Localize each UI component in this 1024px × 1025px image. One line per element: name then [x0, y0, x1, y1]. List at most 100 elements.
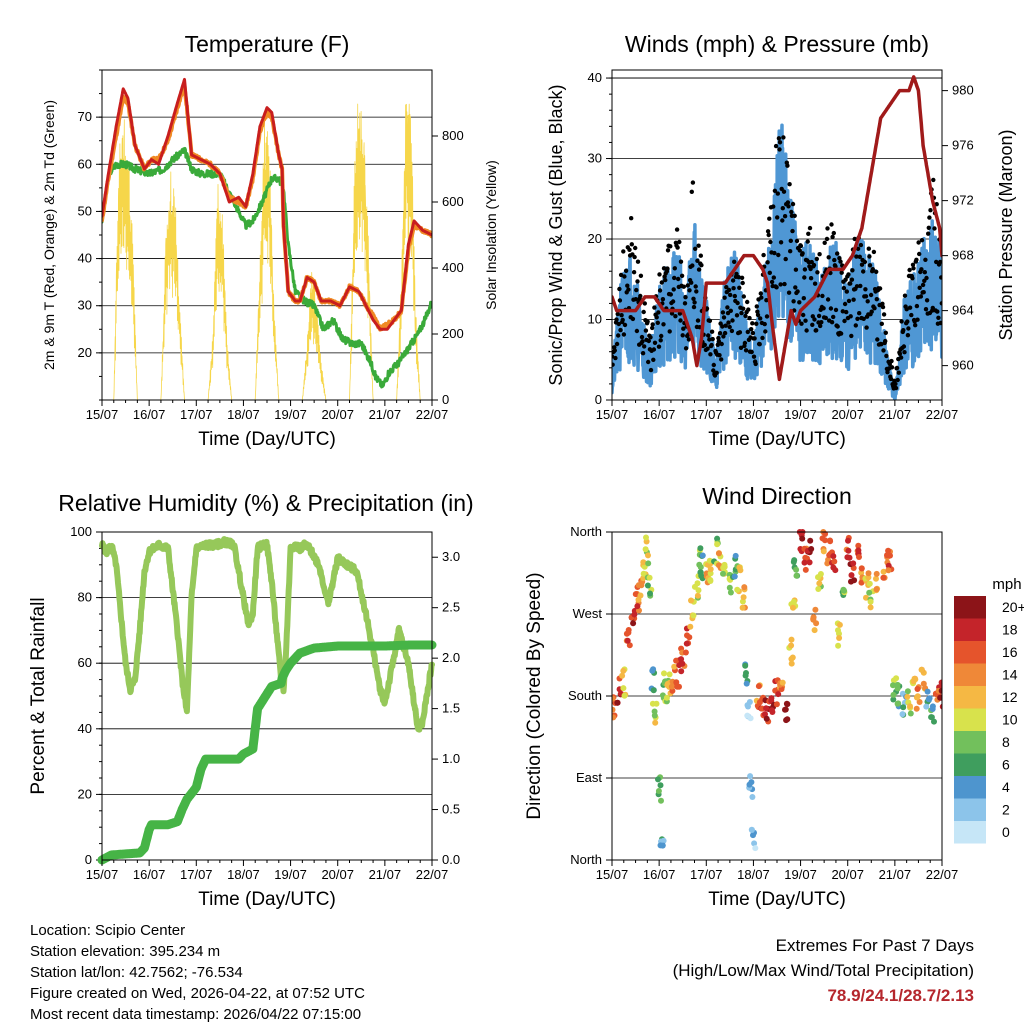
- gust-point: [812, 317, 817, 322]
- direction-point: [720, 570, 726, 577]
- gust-point: [708, 352, 713, 357]
- gust-point: [619, 313, 624, 318]
- direction-point: [806, 559, 813, 566]
- gust-point: [717, 331, 723, 336]
- dir-xtick-label: 19/07: [784, 867, 817, 882]
- gust-point: [776, 252, 781, 258]
- gust-point: [838, 331, 844, 336]
- gust-point: [639, 334, 645, 340]
- direction-point: [890, 691, 897, 698]
- precip-y2tick-label: 0.5: [442, 802, 460, 817]
- direction-ylabel: Direction (Colored By Speed): [524, 572, 545, 819]
- direction-point: [697, 564, 704, 571]
- direction-point: [894, 681, 901, 688]
- gust-point: [730, 318, 735, 323]
- gust-point: [880, 304, 886, 310]
- gust-point: [812, 281, 818, 286]
- gust-point: [865, 299, 870, 304]
- direction-point: [802, 566, 809, 573]
- gust-point: [863, 287, 868, 292]
- gust-point: [866, 246, 871, 251]
- gust-point: [778, 282, 783, 287]
- legend-label: 12: [1002, 689, 1018, 705]
- direction-point: [866, 580, 873, 587]
- legend-swatch: [954, 663, 986, 686]
- gust-point: [631, 270, 637, 275]
- gust-point: [811, 262, 817, 268]
- direction-point: [784, 716, 791, 723]
- gust-point: [690, 180, 696, 185]
- gust-point: [677, 239, 682, 245]
- gust-point: [775, 215, 780, 220]
- gust-point: [931, 177, 936, 183]
- gust-point: [629, 216, 634, 221]
- temperature-title: Temperature (F): [185, 31, 350, 57]
- gust-point: [814, 256, 819, 262]
- direction-point: [649, 700, 656, 707]
- direction-point: [624, 637, 631, 644]
- dir-xlabel: Time (Day/UTC): [708, 889, 846, 910]
- gust-point: [800, 251, 805, 256]
- gust-point: [880, 301, 885, 306]
- gust-point: [720, 310, 726, 315]
- gust-point: [726, 320, 731, 325]
- legend-swatch: [954, 753, 986, 776]
- gust-point: [617, 286, 622, 292]
- direction-title: Wind Direction: [702, 483, 852, 509]
- gust-point: [739, 275, 745, 280]
- gust-point: [867, 263, 873, 268]
- gust-point: [616, 333, 621, 338]
- dir-ytick-label: North: [570, 852, 602, 867]
- direction-point: [748, 779, 755, 786]
- gust-point: [785, 163, 790, 168]
- direction-point: [707, 570, 714, 577]
- direction-point: [913, 705, 920, 712]
- humidity-plot-area: [97, 536, 437, 865]
- direction-point: [739, 604, 746, 611]
- gust-point: [728, 292, 733, 298]
- gust-point: [720, 324, 725, 329]
- wind-ylabel: Sonic/Prop Wind & Gust (Blue, Black): [546, 84, 566, 385]
- rh-ytick-label: 80: [78, 590, 92, 605]
- direction-point: [788, 642, 795, 649]
- direction-point: [799, 535, 806, 542]
- wind-xtick-label: 20/07: [831, 407, 864, 422]
- gust-point: [898, 355, 904, 360]
- gust-point: [659, 333, 664, 339]
- gust-point: [869, 309, 874, 314]
- direction-point: [625, 629, 632, 636]
- direction-point: [846, 554, 853, 561]
- gust-point: [764, 298, 769, 303]
- dir-xtick-label: 16/07: [643, 867, 676, 882]
- direction-point: [621, 692, 628, 699]
- gust-point: [919, 267, 924, 272]
- direction-point: [751, 840, 758, 847]
- direction-point: [699, 552, 706, 559]
- gust-point: [911, 266, 916, 271]
- precip-y2tick-label: 2.0: [442, 650, 460, 665]
- gust-point: [670, 299, 676, 304]
- direction-point: [899, 711, 906, 718]
- humidity-precip-chart: 0 20 40 60 80 100 0.0 0.5 1.0 1.5 2.0 2.5 3.0 15/07 16…: [28, 490, 474, 910]
- gust-point: [780, 206, 785, 211]
- gust-point: [643, 328, 649, 333]
- direction-point: [816, 580, 823, 587]
- gust-point: [917, 251, 922, 257]
- gust-point: [725, 305, 730, 310]
- temp-xtick-label: 20/07: [321, 407, 354, 422]
- direction-point: [793, 572, 800, 579]
- gust-point: [695, 318, 701, 323]
- gust-point: [790, 201, 796, 207]
- rh-ytick-label: 60: [78, 655, 92, 670]
- direction-point: [885, 562, 892, 569]
- gust-point: [686, 337, 692, 342]
- gust-point: [825, 226, 830, 231]
- gust-point: [930, 305, 935, 311]
- gust-point: [633, 297, 638, 302]
- direction-point: [788, 636, 795, 643]
- gust-point: [775, 191, 780, 196]
- solar-y2tick-label: 600: [442, 194, 464, 209]
- direction-point: [663, 694, 670, 701]
- gust-point: [650, 325, 655, 331]
- direction-point: [673, 657, 680, 664]
